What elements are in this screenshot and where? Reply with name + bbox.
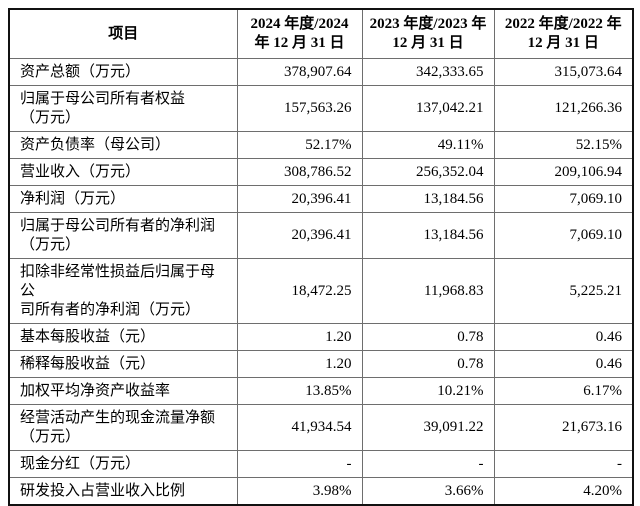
value-cell-2022: 0.46 <box>493 323 634 351</box>
value-cell-2023: 0.78 <box>361 323 495 351</box>
table-row: 稀释每股收益（元） 1.20 0.78 0.46 <box>8 350 634 378</box>
table-row: 资产负债率（母公司） 52.17% 49.11% 52.15% <box>8 131 634 159</box>
header-2022-line2: 12 月 31 日 <box>527 35 599 51</box>
header-2022-line1: 2022 年度/2022 年 <box>504 16 622 32</box>
row-label: 归属于母公司所有者权益 （万元） <box>8 85 238 132</box>
value-cell-2022: 121,266.36 <box>493 85 634 132</box>
value-cell-2024: 20,396.41 <box>236 185 363 213</box>
value-cell-2022: 7,069.10 <box>493 212 634 259</box>
value-cell-2023: 137,042.21 <box>361 85 495 132</box>
value-cell-2022: 21,673.16 <box>493 404 634 451</box>
header-row: 项目 2024 年度/2024 年 12 月 31 日 2023 年度/2023… <box>8 8 634 59</box>
row-label: 研发投入占营业收入比例 <box>8 477 238 506</box>
value-cell-2024: 378,907.64 <box>236 58 363 86</box>
row-label: 基本每股收益（元） <box>8 323 238 351</box>
value-cell-2024: 18,472.25 <box>236 258 363 324</box>
table-row: 归属于母公司所有者的净利润 （万元） 20,396.41 13,184.56 7… <box>8 212 634 259</box>
value-cell-2024: 20,396.41 <box>236 212 363 259</box>
table-row: 净利润（万元） 20,396.41 13,184.56 7,069.10 <box>8 185 634 213</box>
row-label: 扣除非经常性损益后归属于母公 司所有者的净利润（万元） <box>8 258 238 324</box>
row-label: 归属于母公司所有者的净利润 （万元） <box>8 212 238 259</box>
value-cell-2022: 209,106.94 <box>493 158 634 186</box>
value-cell-2022: 4.20% <box>493 477 634 506</box>
header-cell-2022: 2022 年度/2022 年 12 月 31 日 <box>493 8 634 59</box>
header-cell-item: 项目 <box>8 8 238 59</box>
table-row: 归属于母公司所有者权益 （万元） 157,563.26 137,042.21 1… <box>8 85 634 132</box>
row-label: 营业收入（万元） <box>8 158 238 186</box>
header-2024-line2: 年 12 月 31 日 <box>254 35 345 51</box>
row-label: 资产总额（万元） <box>8 58 238 86</box>
table-row: 现金分红（万元） - - - <box>8 450 634 478</box>
header-cell-2023: 2023 年度/2023 年 12 月 31 日 <box>361 8 495 59</box>
value-cell-2023: 10.21% <box>361 377 495 405</box>
value-cell-2024: 308,786.52 <box>236 158 363 186</box>
value-cell-2023: 3.66% <box>361 477 495 506</box>
table-row: 基本每股收益（元） 1.20 0.78 0.46 <box>8 323 634 351</box>
value-cell-2023: 39,091.22 <box>361 404 495 451</box>
row-label: 稀释每股收益（元） <box>8 350 238 378</box>
value-cell-2022: - <box>493 450 634 478</box>
value-cell-2023: 13,184.56 <box>361 212 495 259</box>
value-cell-2023: 342,333.65 <box>361 58 495 86</box>
row-label: 加权平均净资产收益率 <box>8 377 238 405</box>
value-cell-2024: 41,934.54 <box>236 404 363 451</box>
value-cell-2023: - <box>361 450 495 478</box>
value-cell-2024: 3.98% <box>236 477 363 506</box>
header-item-label: 项目 <box>108 25 139 42</box>
header-2023-line2: 12 月 31 日 <box>392 35 464 51</box>
value-cell-2024: 1.20 <box>236 323 363 351</box>
header-2023-line1: 2023 年度/2023 年 <box>369 16 487 32</box>
value-cell-2024: 52.17% <box>236 131 363 159</box>
table-row: 营业收入（万元） 308,786.52 256,352.04 209,106.9… <box>8 158 634 186</box>
value-cell-2022: 52.15% <box>493 131 634 159</box>
table-row: 扣除非经常性损益后归属于母公 司所有者的净利润（万元） 18,472.25 11… <box>8 258 634 324</box>
financial-summary-table: 项目 2024 年度/2024 年 12 月 31 日 2023 年度/2023… <box>8 8 634 506</box>
value-cell-2023: 49.11% <box>361 131 495 159</box>
row-label: 经营活动产生的现金流量净额 （万元） <box>8 404 238 451</box>
row-label: 净利润（万元） <box>8 185 238 213</box>
table-row: 加权平均净资产收益率 13.85% 10.21% 6.17% <box>8 377 634 405</box>
value-cell-2022: 315,073.64 <box>493 58 634 86</box>
value-cell-2023: 0.78 <box>361 350 495 378</box>
value-cell-2024: - <box>236 450 363 478</box>
row-label: 资产负债率（母公司） <box>8 131 238 159</box>
document-page: 项目 2024 年度/2024 年 12 月 31 日 2023 年度/2023… <box>8 8 634 506</box>
table-row: 资产总额（万元） 378,907.64 342,333.65 315,073.6… <box>8 58 634 86</box>
value-cell-2023: 256,352.04 <box>361 158 495 186</box>
value-cell-2022: 0.46 <box>493 350 634 378</box>
value-cell-2024: 1.20 <box>236 350 363 378</box>
value-cell-2023: 13,184.56 <box>361 185 495 213</box>
value-cell-2023: 11,968.83 <box>361 258 495 324</box>
table-row: 研发投入占营业收入比例 3.98% 3.66% 4.20% <box>8 477 634 506</box>
header-cell-2024: 2024 年度/2024 年 12 月 31 日 <box>236 8 363 59</box>
value-cell-2024: 157,563.26 <box>236 85 363 132</box>
value-cell-2022: 5,225.21 <box>493 258 634 324</box>
header-2024-line1: 2024 年度/2024 <box>250 16 349 32</box>
value-cell-2022: 7,069.10 <box>493 185 634 213</box>
value-cell-2022: 6.17% <box>493 377 634 405</box>
value-cell-2024: 13.85% <box>236 377 363 405</box>
row-label: 现金分红（万元） <box>8 450 238 478</box>
table-row: 经营活动产生的现金流量净额 （万元） 41,934.54 39,091.22 2… <box>8 404 634 451</box>
